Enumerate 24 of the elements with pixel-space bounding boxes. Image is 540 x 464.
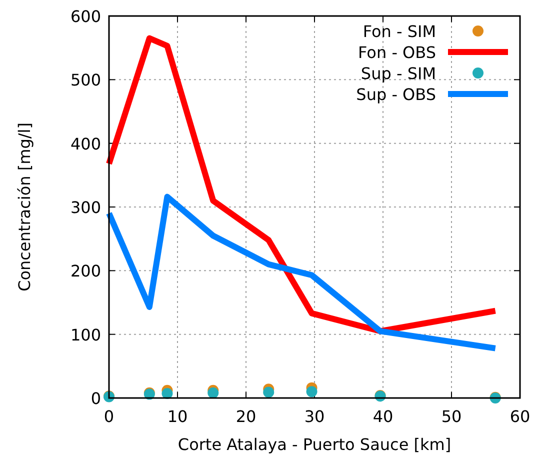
y-tick-label: 500: [70, 70, 101, 90]
y-tick-label: 0: [90, 389, 101, 408]
legend-label: Fon - OBS: [358, 43, 436, 62]
x-tick-label: 0: [104, 407, 114, 426]
x-axis-title: Corte Atalaya - Puerto Sauce [km]: [178, 435, 452, 454]
point: [162, 388, 173, 400]
y-tick-label: 300: [70, 198, 101, 217]
y-tick-label: 200: [70, 262, 101, 281]
legend-label: Sup - SIM: [360, 64, 436, 83]
x-tick-label: 30: [304, 407, 325, 426]
legend-label: Fon - SIM: [362, 22, 436, 41]
x-tick-label: 20: [236, 407, 256, 426]
y-tick-label: 400: [70, 134, 101, 154]
legend-label: Sup - OBS: [356, 85, 436, 104]
y-tick-label: 100: [70, 325, 101, 344]
x-tick-label: 60: [510, 407, 530, 426]
x-tick-label: 40: [372, 407, 394, 426]
x-tick-label: 10: [167, 407, 188, 426]
y-tick-label: 600: [70, 7, 101, 26]
y-axis-title: Concentración [mg/l]: [15, 122, 34, 292]
x-tick-label: 50: [441, 407, 462, 426]
point: [263, 386, 274, 398]
point: [306, 386, 318, 398]
point: [208, 387, 219, 398]
